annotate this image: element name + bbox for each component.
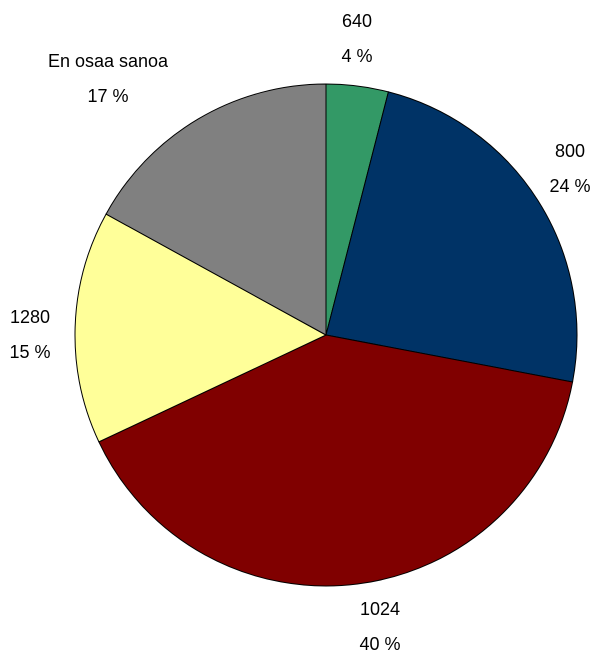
pie-slice xyxy=(74,213,328,443)
slice-label: 1024 xyxy=(360,599,400,619)
slice-label: 800 xyxy=(555,141,585,161)
slice-value-label: 24 % xyxy=(549,176,590,196)
slice-value-label: 4 % xyxy=(341,46,372,66)
slice-label: En osaa sanoa xyxy=(48,51,169,71)
pie-slice xyxy=(325,91,578,383)
slice-label: 1280 xyxy=(10,307,50,327)
pie-slice xyxy=(105,83,327,336)
slice-label: 640 xyxy=(342,11,372,31)
slice-value-label: 17 % xyxy=(87,86,128,106)
slice-value-label: 40 % xyxy=(359,634,400,653)
slice-value-label: 15 % xyxy=(9,342,50,362)
pie-slice xyxy=(98,334,574,587)
